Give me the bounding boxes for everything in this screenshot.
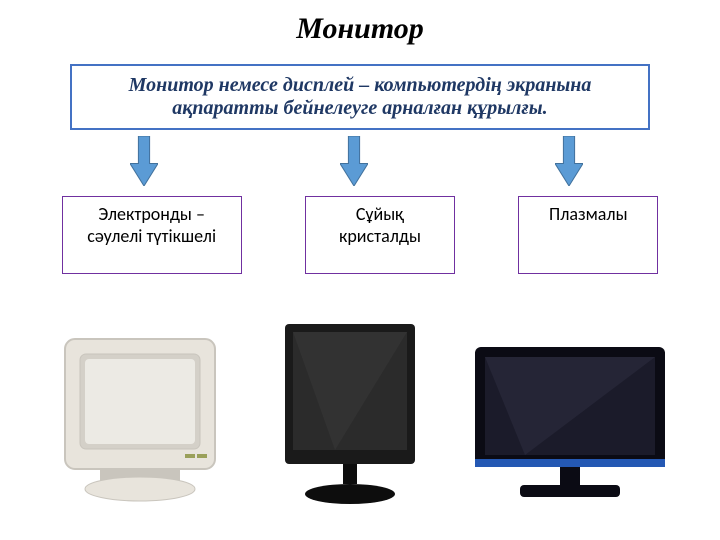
crt-monitor-image (45, 329, 235, 509)
image-row (0, 299, 720, 509)
type-box-lcd: Сұйық кристалды (305, 196, 455, 274)
type-box-plasma: Плазмалы (518, 196, 658, 274)
lcd-svg (265, 319, 435, 509)
arrow-2 (340, 136, 368, 186)
crt-svg (45, 329, 235, 509)
lcd-monitor-image (265, 319, 435, 509)
page-title: Монитор (0, 0, 720, 46)
arrow-1 (130, 136, 158, 186)
arrow-row (0, 136, 720, 196)
plasma-svg (465, 339, 675, 509)
plasma-monitor-image (465, 339, 675, 509)
arrow-3 (555, 136, 583, 186)
type-row: Электронды – сәулелі түтікшелі Сұйық кри… (0, 196, 720, 274)
definition-box: Монитор немесе дисплей – компьютердің эк… (70, 64, 650, 130)
type-box-crt: Электронды – сәулелі түтікшелі (62, 196, 242, 274)
